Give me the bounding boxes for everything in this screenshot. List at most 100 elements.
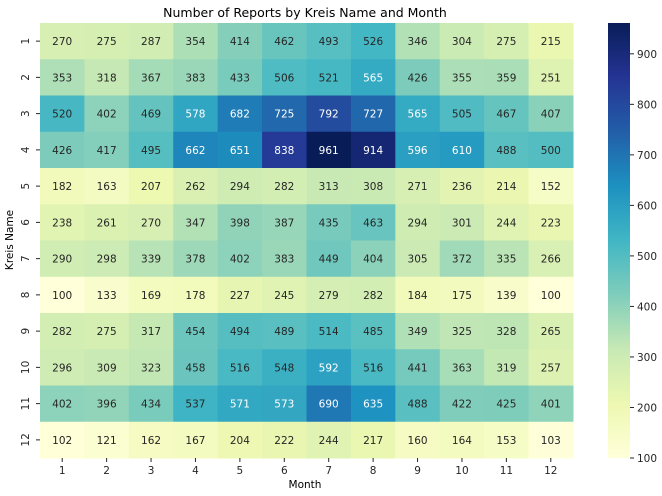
chart-title: Number of Reports by Kreis Name and Mont… [163, 5, 447, 20]
cell-value-label: 414 [230, 36, 250, 48]
colorbar-ticks: 100 200 300 400 500 600 700 800 900 [630, 49, 657, 465]
colorbar-tick-label: 500 [637, 251, 657, 263]
cell-value-label: 573 [274, 399, 294, 411]
heatmap-cell [439, 349, 485, 386]
heatmap-cell [84, 385, 130, 423]
x-tick-label: 9 [414, 465, 421, 477]
heatmap-cell [40, 168, 85, 205]
x-tick-label: 5 [237, 465, 244, 477]
cell-value-label: 266 [541, 254, 561, 266]
y-tick-label: 1 [20, 38, 32, 45]
cell-value-label: 227 [230, 290, 250, 302]
heatmap-cell [306, 23, 352, 60]
cell-value-label: 725 [274, 109, 294, 121]
heatmap-cell [173, 385, 219, 423]
cell-value-label: 521 [319, 72, 339, 84]
cell-value-label: 182 [52, 181, 72, 193]
heatmap-cell [395, 276, 441, 314]
cell-value-label: 275 [97, 326, 117, 338]
heatmap-cell [439, 204, 485, 241]
cell-value-label: 417 [97, 145, 117, 157]
cell-value-label: 153 [496, 435, 516, 447]
cell-value-label: 238 [52, 217, 72, 229]
cell-value-label: 425 [496, 399, 516, 411]
cell-value-label: 305 [408, 254, 428, 266]
heatmap-cell [528, 95, 574, 133]
heatmap-cell [395, 421, 441, 459]
heatmap-cell [217, 313, 263, 350]
heatmap-cell [484, 421, 530, 459]
heatmap-cell [262, 240, 307, 278]
cell-value-label: 458 [185, 362, 205, 374]
x-axis-ticks: 1 2 3 4 5 6 7 8 9 10 11 12 [59, 458, 557, 477]
x-tick-label: 1 [59, 465, 66, 477]
colorbar-tick-label: 300 [637, 352, 657, 364]
cell-value-label: 207 [141, 181, 161, 193]
heatmap-cell [84, 95, 130, 133]
cell-value-label: 325 [452, 326, 472, 338]
cell-value-label: 169 [141, 290, 161, 302]
heatmap-cell [40, 240, 85, 278]
heatmap-cell [173, 276, 219, 314]
cell-value-label: 489 [274, 326, 294, 338]
cell-value-label: 838 [274, 145, 294, 157]
heatmap-cell [262, 23, 307, 60]
colorbar-tick-label: 200 [637, 402, 657, 414]
cell-value-label: 346 [408, 36, 428, 48]
cell-value-label: 727 [363, 109, 383, 121]
cell-value-label: 244 [319, 435, 339, 447]
heatmap-cell [262, 131, 307, 169]
heatmap-cell [40, 131, 85, 169]
heatmap-cell [217, 385, 263, 423]
heatmap-cell [84, 349, 130, 386]
cell-value-label: 178 [185, 290, 205, 302]
cell-value-label: 435 [319, 217, 339, 229]
cell-value-label: 354 [185, 36, 205, 48]
cell-value-label: 449 [319, 254, 339, 266]
heatmap-cell [395, 23, 441, 60]
cell-value-label: 505 [452, 109, 472, 121]
heatmap-cell [439, 23, 485, 60]
x-tick-label: 12 [544, 465, 557, 477]
cell-value-label: 319 [496, 362, 516, 374]
x-tick-label: 8 [370, 465, 377, 477]
x-tick-label: 3 [148, 465, 155, 477]
cell-value-label: 398 [230, 217, 250, 229]
cell-value-label: 160 [408, 435, 428, 447]
heatmap-cell [528, 349, 574, 386]
colorbar-tick-label: 800 [637, 99, 657, 111]
cell-value-label: 516 [230, 362, 250, 374]
heatmap-cell [84, 421, 130, 459]
cell-value-label: 488 [496, 145, 516, 157]
cell-value-label: 516 [363, 362, 383, 374]
heatmap-cell [350, 204, 396, 241]
heatmap-cell [173, 23, 219, 60]
heatmap-cell [528, 59, 574, 96]
cell-value-label: 279 [319, 290, 339, 302]
heatmap-cell [262, 276, 307, 314]
cell-value-label: 355 [452, 72, 472, 84]
x-tick-label: 11 [500, 465, 513, 477]
cell-value-label: 635 [363, 399, 383, 411]
heatmap-cell [306, 421, 352, 459]
cell-value-label: 294 [408, 217, 428, 229]
heatmap-cell [306, 276, 352, 314]
heatmap-cell [395, 59, 441, 96]
x-tick-label: 7 [325, 465, 332, 477]
heatmap-cell [528, 421, 574, 459]
heatmap-cell [350, 421, 396, 459]
heatmap-cell [40, 23, 85, 60]
heatmap-cell [262, 95, 307, 133]
cell-value-label: 328 [496, 326, 516, 338]
heatmap-cell [173, 204, 219, 241]
cell-value-label: 495 [141, 145, 161, 157]
cell-value-label: 271 [408, 181, 428, 193]
cell-value-label: 339 [141, 254, 161, 266]
heatmap-cell [439, 276, 485, 314]
cell-value-label: 163 [97, 181, 117, 193]
heatmap-cell [262, 349, 307, 386]
heatmap-cell [484, 313, 530, 350]
heatmap-cell [217, 240, 263, 278]
cell-value-label: 313 [319, 181, 339, 193]
